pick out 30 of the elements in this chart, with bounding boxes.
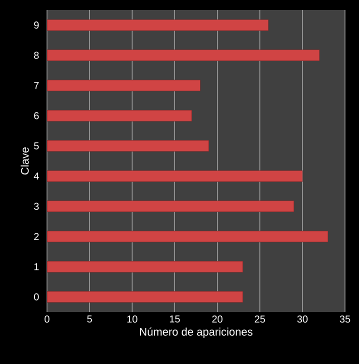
bar [47, 110, 192, 122]
y-tick-label: 7 [34, 82, 39, 89]
y-tick-label: 9 [34, 22, 39, 29]
y-tick-label: 6 [34, 112, 39, 120]
x-tick-label: 25 [254, 316, 265, 323]
y-tick-label: 2 [34, 233, 39, 240]
bar [47, 291, 244, 303]
bar [47, 230, 328, 242]
y-tick-label: 5 [34, 142, 39, 150]
x-tick-label: 20 [212, 316, 222, 323]
y-tick-label: 0 [34, 293, 39, 300]
bar [47, 80, 200, 92]
bar [47, 261, 244, 272]
y-tick-label: 3 [34, 202, 39, 210]
x-tick-label: 5 [87, 316, 92, 323]
bar [47, 140, 209, 152]
x-axis-title: Número de apariciones [140, 327, 252, 338]
x-tick-label: 30 [297, 316, 308, 323]
bar [47, 170, 303, 182]
x-tick-label: 35 [340, 316, 350, 323]
y-tick-label: 4 [34, 172, 39, 180]
bar [47, 50, 320, 61]
bar [47, 200, 294, 212]
bar [47, 19, 269, 31]
y-tick-label: 8 [34, 52, 39, 59]
x-tick-label: 0 [44, 316, 50, 323]
y-tick-label: 1 [34, 263, 39, 270]
x-tick-label: 15 [170, 316, 180, 323]
y-axis-title: Clave [20, 147, 29, 174]
x-tick-label: 10 [127, 316, 138, 323]
